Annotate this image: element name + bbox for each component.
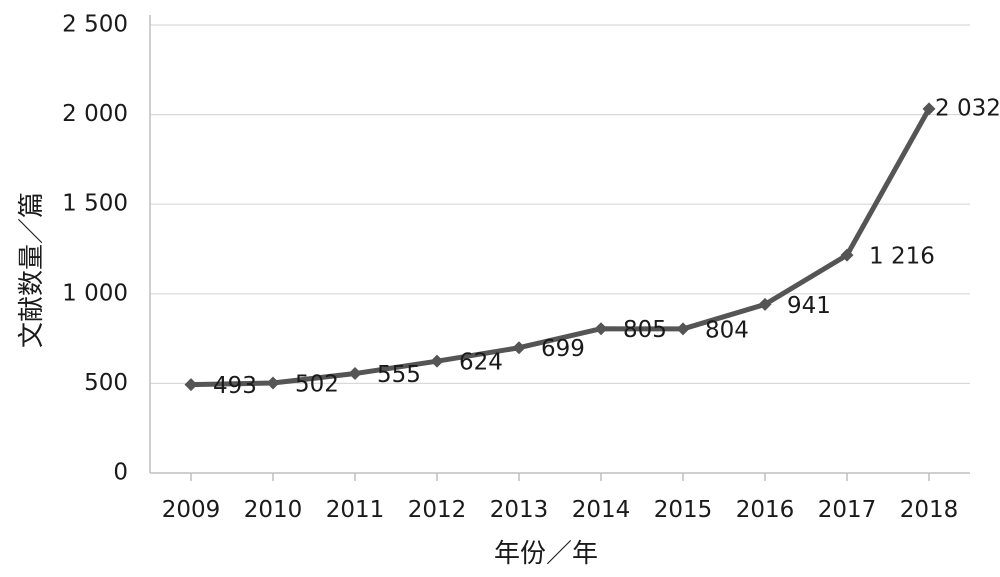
data-point	[922, 102, 936, 116]
axes	[149, 15, 970, 474]
data-label: 941	[787, 293, 831, 319]
y-tick-label: 1 500	[62, 191, 128, 217]
data-label: 2 032	[935, 95, 1000, 121]
series-group	[184, 102, 936, 392]
data-point	[676, 322, 690, 336]
grid-lines	[150, 24, 970, 384]
x-tick-label: 2013	[490, 497, 549, 523]
y-tick-label: 2 000	[62, 101, 128, 127]
series-line	[190, 107, 932, 388]
x-tick-label: 2014	[572, 497, 631, 523]
y-tick-label: 0	[113, 460, 128, 486]
data-point	[840, 248, 854, 262]
data-label: 493	[213, 373, 257, 399]
data-point	[594, 322, 608, 336]
x-axis-ticks: 2009 2010 2011 2012 2013 2014 2015 2016 2017 2018	[162, 473, 959, 523]
x-tick-label: 2017	[818, 497, 877, 523]
data-point	[512, 341, 526, 355]
data-label: 555	[377, 362, 421, 388]
x-tick-label: 2016	[736, 497, 795, 523]
y-axis-title: 文献数量／篇	[17, 192, 47, 348]
x-tick-label: 2012	[408, 497, 467, 523]
data-point	[430, 354, 444, 368]
data-label: 624	[459, 350, 503, 376]
data-label: 1 216	[869, 244, 935, 270]
data-point	[266, 376, 280, 390]
x-tick-label: 2018	[900, 497, 959, 523]
x-tick-label: 2011	[326, 497, 385, 523]
x-tick-label: 2010	[244, 497, 303, 523]
data-label: 804	[705, 317, 749, 343]
data-point	[184, 378, 198, 392]
x-axis-title: 年份／年	[494, 539, 598, 569]
y-axis-ticks: 0 500 1 000 1 500 2 000 2 500	[62, 12, 128, 486]
data-label: 502	[295, 372, 339, 398]
y-tick-label: 500	[84, 370, 128, 396]
data-label: 805	[623, 317, 667, 343]
y-tick-label: 2 500	[62, 12, 128, 38]
data-labels: 493 502 555 624 699 805 804 941 1 216 2 032	[213, 95, 1000, 399]
y-tick-label: 1 000	[62, 280, 128, 306]
data-point	[758, 297, 772, 311]
data-point	[348, 367, 362, 381]
data-label: 699	[541, 336, 585, 362]
x-tick-label: 2015	[654, 497, 713, 523]
x-tick-label: 2009	[162, 497, 221, 523]
